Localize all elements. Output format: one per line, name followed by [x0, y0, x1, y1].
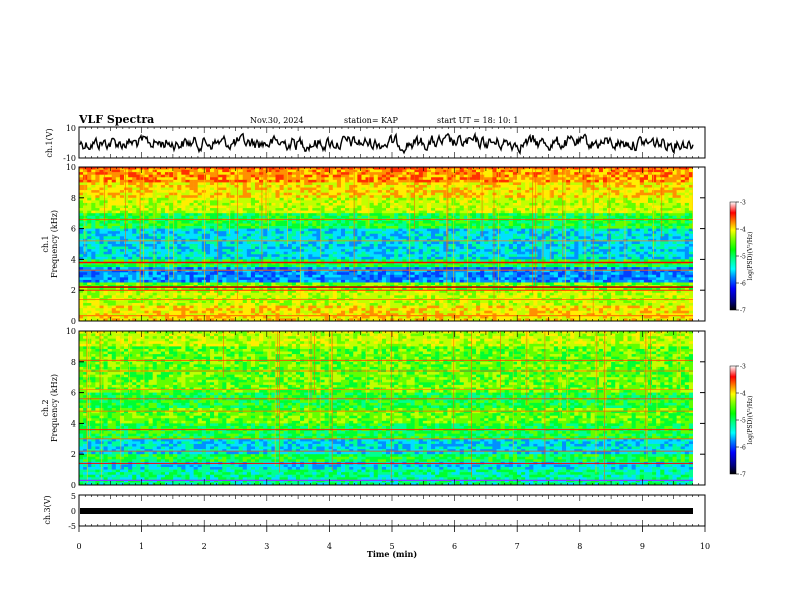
ch2-spectrogram-image — [79, 331, 705, 485]
freq-tick-label: 6 — [71, 225, 76, 234]
ch2-spectrogram-panel: 0 2 4 6 8 10 ch.2 Frequency (kHz) — [41, 327, 705, 490]
ch2-colorbar-scale — [730, 366, 736, 474]
ch1-colorbar: -3 -4 -5 -6 -7 log(PSD)(V²/Hz) — [730, 200, 754, 315]
time-tick-label: 7 — [515, 542, 520, 551]
colorbar-tick-label: -5 — [740, 418, 746, 425]
freq-tick-label: 2 — [71, 286, 76, 295]
freq-tick-label: 0 — [71, 317, 76, 326]
ch1-spectrogram-panel: 0 2 4 6 8 10 ch.1 Frequency (kHz) — [41, 163, 705, 326]
ch1-channel-label: ch.1 — [41, 235, 50, 252]
ch1-colorbar-ticks: -3 -4 -5 -6 -7 — [736, 200, 746, 315]
ch1-ytick-bottom: -10 — [63, 154, 76, 163]
colorbar-tick-label: -6 — [740, 445, 746, 452]
colorbar-tick-label: -7 — [740, 308, 746, 315]
freq-tick-label: 2 — [71, 450, 76, 459]
freq-tick-label: 6 — [71, 389, 76, 398]
ch1-waveform-panel: 10 -10 ch.1(V) — [45, 124, 705, 163]
ch2-colorbar-label: log(PSD)(V²/Hz) — [747, 396, 754, 445]
ch2-channel-label: ch.2 — [41, 399, 50, 416]
ch1-colorbar-scale — [730, 202, 736, 310]
time-tick-label: 1 — [139, 542, 144, 551]
time-tick-label: 8 — [577, 542, 582, 551]
freq-tick-label: 0 — [71, 481, 76, 490]
time-tick-label: 4 — [327, 542, 332, 551]
ch2-colorbar-ticks: -3 -4 -5 -6 -7 — [736, 364, 746, 479]
ch3-ylabel: ch.3(V) — [43, 495, 52, 524]
freq-tick-label: 8 — [71, 358, 76, 367]
ch3-waveform-trace — [80, 508, 693, 514]
ch1-spectrogram-image — [79, 167, 705, 321]
colorbar-tick-label: -6 — [740, 281, 746, 288]
freq-tick-label: 8 — [71, 194, 76, 203]
ch2-colorbar: -3 -4 -5 -6 -7 log(PSD)(V²/Hz) — [730, 364, 754, 479]
colorbar-tick-label: -4 — [740, 391, 746, 398]
figure-title: VLF Spectra — [78, 113, 154, 126]
time-tick-label: 2 — [202, 542, 207, 551]
ch2-freq-axis-label: Frequency (kHz) — [50, 374, 59, 442]
ch3-ytick-bottom: -5 — [68, 522, 76, 531]
colorbar-tick-label: -5 — [740, 254, 746, 261]
station-label: station= KAP — [344, 116, 399, 125]
time-tick-label: 3 — [264, 542, 269, 551]
ch1-ytick-top: 10 — [66, 124, 76, 133]
ch1-ylabel: ch.1(V) — [45, 128, 54, 157]
colorbar-tick-label: -7 — [740, 472, 746, 479]
time-axis-label: Time (min) — [367, 549, 417, 559]
freq-tick-label: 4 — [71, 255, 76, 264]
time-tick-label: 0 — [76, 542, 81, 551]
time-tick-label: 9 — [640, 542, 645, 551]
freq-tick-label: 10 — [66, 327, 76, 336]
colorbar-tick-label: -3 — [740, 200, 746, 207]
start-time-label: start UT = 18: 10: 1 — [437, 116, 518, 125]
colorbar-tick-label: -3 — [740, 364, 746, 371]
colorbar-tick-label: -4 — [740, 227, 746, 234]
time-tick-label: 10 — [700, 542, 710, 551]
date-label: Nov.30, 2024 — [250, 116, 304, 125]
freq-tick-label: 4 — [71, 419, 76, 428]
ch1-colorbar-label: log(PSD)(V²/Hz) — [747, 232, 754, 281]
freq-tick-label: 10 — [66, 163, 76, 172]
ch1-freq-axis-label: Frequency (kHz) — [50, 210, 59, 278]
time-tick-label: 6 — [452, 542, 457, 551]
ch3-ytick-mid: 0 — [71, 507, 76, 516]
ch3-ytick-top: 5 — [71, 492, 76, 501]
